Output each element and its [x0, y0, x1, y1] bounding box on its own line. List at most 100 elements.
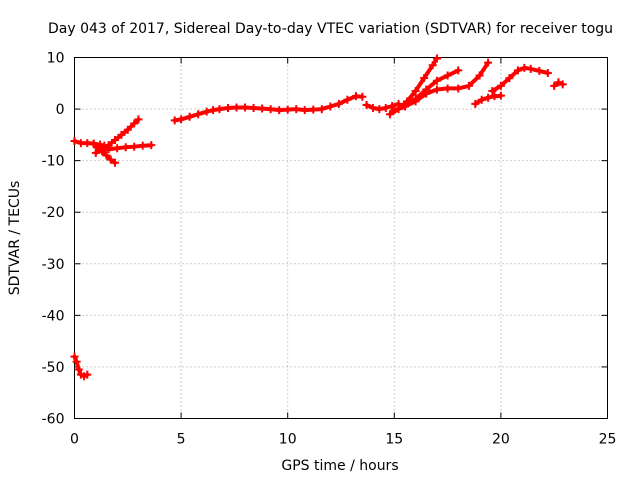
chart-title: Day 043 of 2017, Sidereal Day-to-day VTE… [48, 21, 613, 37]
data-point [475, 71, 484, 80]
x-tick-label: 0 [70, 432, 79, 448]
data-point [386, 110, 395, 119]
data-point [464, 81, 473, 90]
data-point [275, 106, 284, 115]
x-axis-label: GPS time / hours [281, 458, 398, 474]
data-point [111, 158, 120, 167]
data-point [550, 81, 559, 90]
data-point [300, 106, 309, 115]
data-point [249, 104, 258, 113]
x-tick-label: 15 [385, 432, 403, 448]
data-point [241, 103, 250, 112]
y-tick-label: -40 [42, 308, 65, 324]
data-point [375, 105, 384, 114]
data-point [134, 115, 143, 124]
data-point [388, 101, 397, 110]
data-point [362, 100, 371, 109]
data-point [326, 102, 335, 111]
data-point [202, 107, 211, 116]
data-point [83, 370, 92, 379]
data-point [209, 106, 218, 115]
data-point [104, 145, 113, 154]
series-arc-evening-c [550, 78, 567, 90]
data-point [520, 63, 529, 72]
data-point [147, 141, 156, 150]
y-tick-label: -50 [42, 360, 65, 376]
data-point [130, 119, 139, 128]
y-tick-label: 10 [47, 51, 65, 67]
data-points [70, 54, 567, 381]
y-tick-label: 0 [56, 102, 65, 118]
data-point [358, 92, 367, 101]
data-point [411, 97, 420, 106]
axis-ticks [74, 57, 608, 419]
data-point [177, 115, 186, 124]
data-point [471, 99, 480, 108]
data-point [400, 102, 409, 111]
data-point [484, 58, 493, 67]
data-point [283, 105, 292, 114]
data-point [368, 104, 377, 113]
series-arc-evening-b [488, 63, 552, 96]
data-point [102, 151, 111, 160]
y-tick-label: -20 [42, 205, 65, 221]
data-point [96, 145, 105, 154]
data-point [496, 91, 505, 100]
y-tick-label: -60 [42, 412, 65, 428]
data-point [185, 112, 194, 121]
data-point [422, 89, 431, 98]
data-point [428, 61, 437, 70]
data-point [381, 104, 390, 113]
plot-frame [74, 57, 608, 419]
data-point [123, 125, 132, 134]
data-point [70, 137, 79, 146]
data-point [484, 93, 493, 102]
x-tick-labels: 0 5 10 15 20 25 [70, 432, 616, 448]
data-point [443, 71, 452, 80]
data-point [130, 142, 139, 151]
y-axis-label: SDTVAR / TECUs [7, 181, 23, 296]
data-point [454, 84, 463, 93]
data-point [432, 85, 441, 94]
y-tick-label: -10 [42, 154, 65, 170]
data-point [111, 136, 120, 145]
data-point [477, 95, 486, 104]
data-point [432, 54, 441, 63]
series-arc-afternoon-d [400, 58, 493, 111]
data-point [266, 105, 275, 114]
data-point [505, 74, 514, 83]
data-point [443, 84, 452, 93]
data-point [411, 87, 420, 96]
x-tick-label: 10 [279, 432, 297, 448]
data-point [91, 148, 100, 157]
data-point [232, 103, 241, 112]
data-point [70, 352, 79, 361]
series-arc-early-fall [89, 140, 120, 167]
data-point [317, 105, 326, 114]
data-point [309, 105, 318, 114]
y-tick-label: -30 [42, 257, 65, 273]
grid-lines [74, 57, 608, 419]
series-arc-early-mid [96, 141, 156, 154]
data-point [170, 116, 179, 125]
data-point [558, 80, 567, 89]
series-arc-morning [170, 92, 367, 125]
data-point [106, 155, 115, 164]
data-point [258, 104, 267, 113]
data-point [334, 99, 343, 108]
data-point [224, 104, 233, 113]
data-point [420, 74, 429, 83]
series-arc-evening-a [471, 91, 505, 108]
series-arc-early-low [70, 352, 92, 381]
data-point [535, 66, 544, 75]
data-point [117, 130, 126, 139]
data-point [454, 66, 463, 75]
y-tick-labels: -60 -50 -40 -30 -20 -10 0 10 [42, 51, 65, 428]
data-point [488, 87, 497, 96]
data-point [343, 95, 352, 104]
data-point [74, 365, 83, 374]
data-point [543, 68, 552, 77]
data-point [138, 141, 147, 150]
x-tick-label: 5 [177, 432, 186, 448]
